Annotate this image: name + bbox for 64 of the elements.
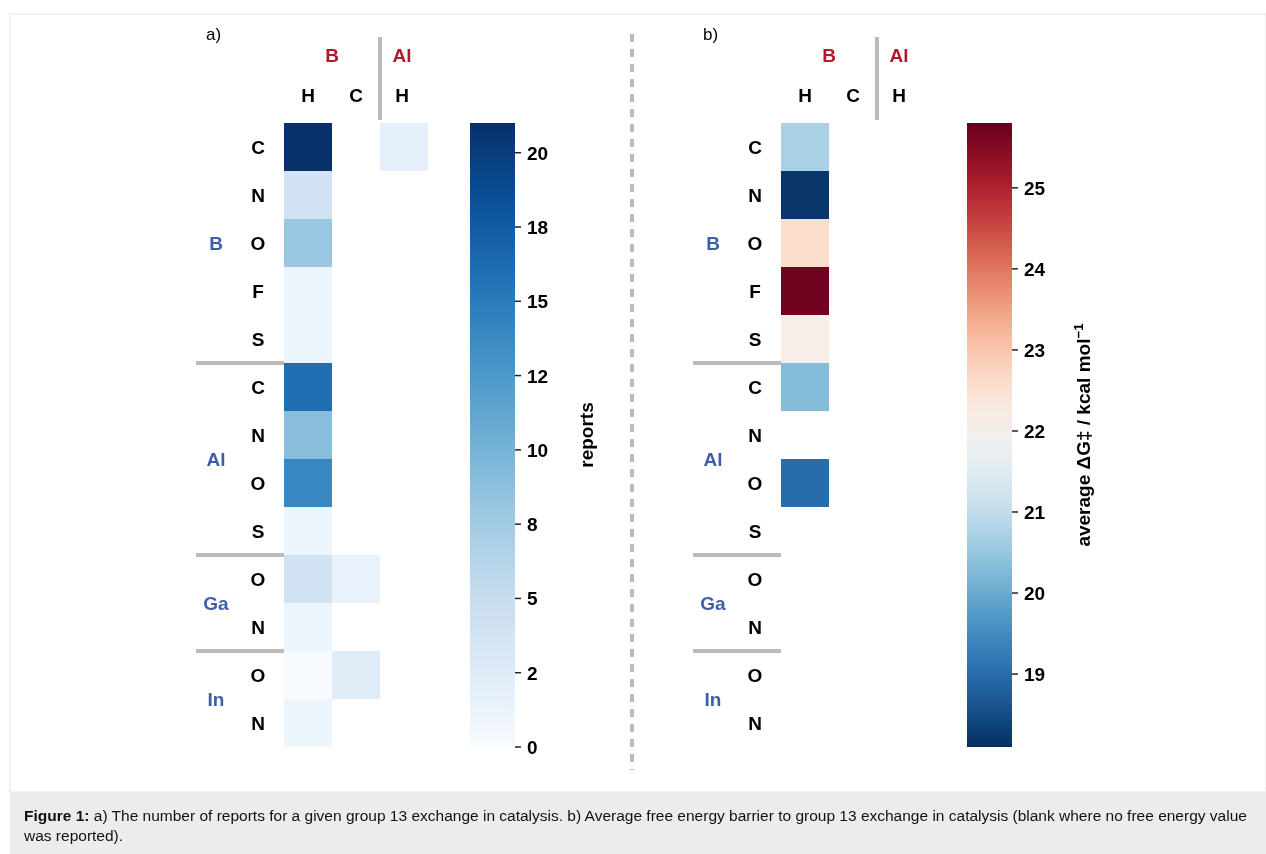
x-tick-label: H [892, 85, 906, 106]
color-bar-label: 25 [1024, 177, 1046, 199]
y-tick-label: F [749, 281, 761, 302]
text: B [209, 233, 223, 254]
x-tick-label: H [798, 85, 812, 106]
y-tick-label: S [251, 329, 265, 350]
color-bar-label: 18 [527, 217, 549, 238]
text: B [706, 233, 720, 254]
y-tick-label: N [748, 425, 762, 446]
color-bar-label: 0 [527, 737, 538, 758]
text: In [207, 689, 225, 710]
color-bar-label: 21 [1024, 501, 1046, 523]
y-tick-label: O [747, 473, 763, 494]
y-tick-label: S [251, 521, 265, 542]
y-tick-label: O [250, 569, 266, 590]
text: Al [206, 449, 226, 470]
y-tick-label: F [252, 281, 264, 302]
y-tick-label: S [748, 329, 762, 350]
y-tick-label: N [748, 713, 762, 734]
text: B [325, 45, 339, 66]
text: Ga [203, 593, 230, 614]
x-tick-label: H [395, 85, 409, 106]
text: In [704, 689, 722, 710]
y-tick-label: S [748, 521, 762, 542]
text: Al [392, 45, 412, 66]
y-tick-label: C [251, 137, 266, 158]
color-bar-label: 20 [527, 142, 549, 164]
text: Ga [700, 593, 727, 614]
color-bar-label: 20 [1024, 583, 1046, 605]
color-bar-label: 12 [527, 365, 549, 387]
text: Al [703, 449, 723, 470]
y-tick-label: O [747, 569, 763, 590]
y-tick-label: C [251, 377, 266, 398]
y-tick-label: C [748, 377, 763, 398]
y-tick-label: N [748, 185, 762, 206]
text: Al [889, 45, 909, 66]
color-bar-label: 19 [1024, 664, 1046, 686]
y-tick-label: O [250, 665, 266, 686]
x-tick-label: C [846, 85, 861, 106]
text: B [822, 45, 836, 66]
color-bar-label: 22 [1024, 420, 1046, 442]
color-bar-label: 8 [527, 514, 538, 536]
color-bar-label: 24 [1024, 258, 1046, 280]
caption: Figure 1: a) The number of reports for a given group 13 exchange in catalysis. b) Average free energy barrier to group 13 exchange in catalysis (blank where no free energy value was reported). [10, 792, 1266, 854]
x-tick-label: C [349, 85, 364, 106]
y-tick-label: N [251, 713, 265, 734]
y-tick-label: O [747, 665, 763, 686]
y-tick-label: N [748, 617, 762, 638]
chart-title: b) [703, 25, 719, 44]
color-bar-title: reports [576, 402, 597, 468]
color-bar-label: 10 [527, 439, 549, 461]
color-bar-label: 23 [1024, 339, 1046, 361]
y-tick-label: O [747, 233, 763, 254]
color-bar-label: 2 [527, 662, 538, 684]
y-tick-label: O [250, 473, 266, 494]
y-tick-label: O [250, 233, 266, 254]
x-tick-label: H [301, 85, 315, 106]
y-tick-label: N [251, 617, 265, 638]
chart-title: a) [206, 25, 222, 44]
color-bar-label: 5 [527, 588, 538, 610]
y-tick-label: C [748, 137, 763, 158]
color-bar-label: 15 [527, 291, 549, 313]
y-tick-label: N [251, 185, 265, 206]
y-tick-label: N [251, 425, 265, 446]
